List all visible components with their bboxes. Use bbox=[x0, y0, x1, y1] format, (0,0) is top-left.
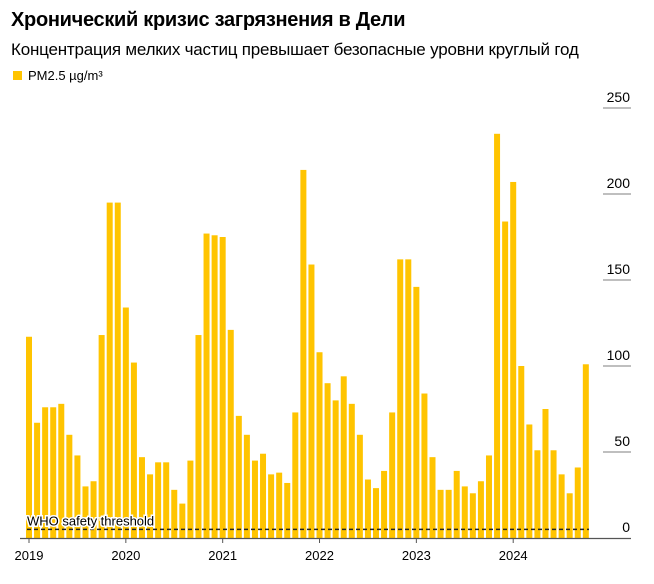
bar bbox=[155, 462, 162, 538]
bar bbox=[26, 336, 32, 538]
bar bbox=[542, 409, 549, 538]
bar bbox=[526, 424, 533, 538]
y-tick-label: 250 bbox=[607, 89, 631, 105]
legend: PM2.5 µg/m³ bbox=[13, 68, 103, 83]
bar bbox=[243, 434, 250, 538]
bar bbox=[381, 470, 388, 538]
y-tick-label: 100 bbox=[607, 347, 631, 363]
bar bbox=[518, 366, 525, 538]
bar bbox=[308, 264, 315, 538]
bar bbox=[502, 221, 509, 538]
bar bbox=[550, 450, 557, 538]
bar bbox=[397, 259, 404, 538]
bar bbox=[421, 393, 428, 538]
bar bbox=[82, 486, 89, 538]
bar bbox=[163, 462, 170, 538]
bar bbox=[50, 407, 57, 538]
bar bbox=[122, 307, 129, 538]
bar bbox=[276, 472, 283, 538]
bar bbox=[461, 486, 468, 538]
y-tick-label: 50 bbox=[614, 433, 630, 449]
bar bbox=[566, 493, 573, 538]
x-tick-label: 2024 bbox=[499, 548, 528, 563]
y-tick-label: 0 bbox=[622, 519, 630, 535]
x-tick-label: 2021 bbox=[208, 548, 237, 563]
bar bbox=[373, 488, 380, 538]
bar bbox=[179, 503, 186, 538]
bar bbox=[284, 482, 291, 538]
y-tick-label: 200 bbox=[607, 175, 631, 191]
bar bbox=[316, 352, 323, 538]
bar bbox=[348, 403, 355, 538]
bar bbox=[429, 457, 436, 538]
bar bbox=[58, 403, 65, 538]
bar bbox=[510, 181, 517, 538]
bar bbox=[558, 474, 565, 538]
bar bbox=[98, 335, 105, 538]
y-tick-label: 150 bbox=[607, 261, 631, 277]
bar bbox=[66, 434, 73, 538]
bar bbox=[413, 286, 420, 538]
bar bbox=[260, 453, 267, 538]
bar bbox=[582, 364, 589, 538]
bar bbox=[251, 460, 258, 538]
bar bbox=[235, 415, 242, 538]
x-tick-label: 2020 bbox=[111, 548, 140, 563]
bar bbox=[477, 481, 484, 538]
bar bbox=[211, 235, 218, 538]
bar bbox=[187, 460, 194, 538]
bar bbox=[340, 376, 347, 538]
x-tick-label: 2022 bbox=[305, 548, 334, 563]
bar bbox=[147, 474, 154, 538]
chart-subtitle: Концентрация мелких частиц превышает без… bbox=[11, 40, 579, 59]
bar bbox=[90, 481, 97, 538]
legend-swatch bbox=[13, 71, 22, 80]
bar bbox=[203, 233, 210, 538]
bar bbox=[485, 455, 492, 538]
bar bbox=[469, 493, 476, 538]
bar bbox=[324, 383, 331, 538]
bar bbox=[34, 422, 41, 538]
who-threshold-label: WHO safety threshold bbox=[27, 513, 154, 528]
bar bbox=[292, 412, 299, 538]
bar bbox=[300, 169, 307, 539]
bar bbox=[219, 237, 226, 538]
bar bbox=[42, 407, 49, 538]
bar bbox=[574, 467, 581, 538]
bar bbox=[74, 455, 81, 538]
bar bbox=[268, 474, 275, 538]
bar bbox=[534, 450, 541, 538]
bar bbox=[106, 202, 113, 538]
bar bbox=[138, 457, 145, 538]
x-tick-label: 2023 bbox=[402, 548, 431, 563]
bar bbox=[171, 489, 178, 538]
bar bbox=[405, 259, 412, 538]
bar bbox=[130, 362, 137, 538]
bar bbox=[437, 489, 444, 538]
bar bbox=[445, 489, 452, 538]
bar bbox=[195, 335, 202, 538]
legend-label: PM2.5 µg/m³ bbox=[28, 68, 103, 83]
x-tick-label: 2019 bbox=[15, 548, 44, 563]
bar bbox=[389, 412, 396, 538]
bar bbox=[332, 400, 339, 538]
bar bbox=[453, 470, 460, 538]
bar bbox=[364, 479, 371, 538]
chart-title: Хронический кризис загрязнения в Дели bbox=[11, 9, 406, 31]
bar bbox=[356, 434, 363, 538]
bar bbox=[114, 202, 121, 538]
bar bbox=[227, 329, 234, 538]
bar bbox=[494, 133, 501, 539]
